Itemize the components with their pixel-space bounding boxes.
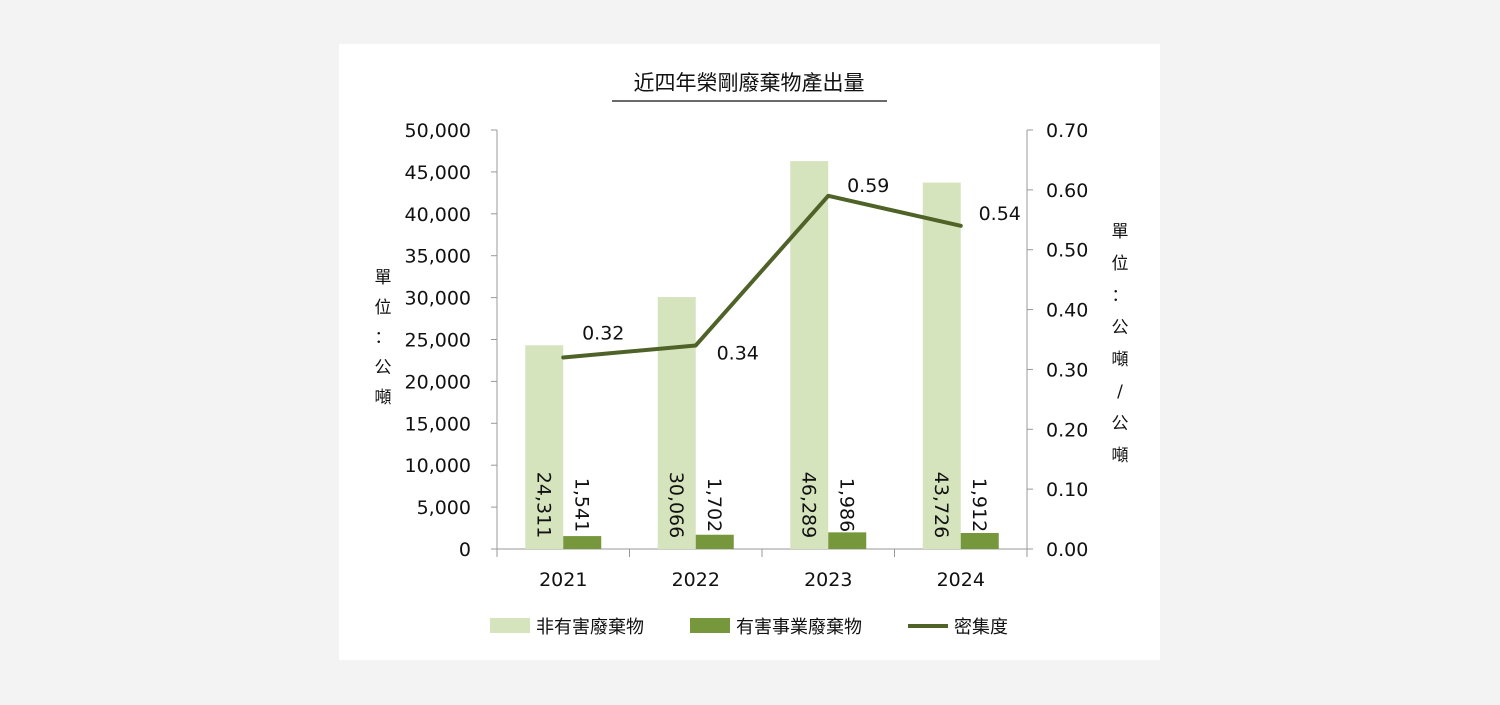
chart-panel [339, 44, 1160, 660]
bar-nonhazardous-value-label: 43,726 [930, 472, 952, 538]
left-axis-tick-label: 35,000 [405, 246, 471, 268]
intensity-point [562, 356, 564, 358]
right-axis-tick-label: 0.30 [1046, 359, 1088, 381]
right-axis-tick-label: 0.60 [1046, 180, 1088, 202]
right-axis: 0.00 0.10 0.20 0.30 0.40 0.50 0.60 0.70 [1026, 120, 1088, 561]
right-axis-title-char: 噸 [1112, 350, 1129, 370]
x-axis-tick-label: 2021 [539, 569, 587, 591]
bar-hazardous [563, 536, 602, 549]
intensity-point [827, 195, 829, 197]
intensity-series-line [561, 193, 963, 360]
left-axis-tick-label: 5,000 [417, 497, 471, 519]
x-axis-tick-label: 2022 [672, 569, 720, 591]
bar-nonhazardous [525, 345, 564, 549]
intensity-value-label: 0.34 [717, 342, 759, 364]
x-axis-tick-label: 2023 [804, 569, 852, 591]
data-labels: 24,311 1,541 30,066 1,702 46,289 1,986 43,726 1… [532, 175, 1021, 538]
right-axis-tick-label: 0.00 [1046, 539, 1088, 561]
left-axis-tick-label: 45,000 [405, 162, 471, 184]
right-axis-title-char: 位 [1112, 254, 1129, 274]
left-axis-tick-label: 20,000 [405, 371, 471, 393]
left-axis-title-char: ： [375, 328, 392, 348]
bar-nonhazardous [657, 297, 696, 549]
right-axis-title-char: 公 [1112, 318, 1129, 338]
x-axis-tick-label: 2024 [937, 569, 985, 591]
right-axis-title-char: ： [1112, 286, 1129, 306]
left-axis: 0 5,000 10,000 15,000 20,000 25,000 30,000 35,0… [405, 120, 498, 561]
bar-nonhazardous-value-label: 30,066 [665, 472, 687, 538]
intensity-point [695, 344, 697, 346]
intensity-value-label: 0.59 [847, 175, 889, 197]
left-axis-title-char: 單 [375, 268, 392, 288]
right-axis-tick-label: 0.70 [1046, 120, 1088, 142]
legend-label-intensity: 密集度 [954, 617, 1008, 638]
left-axis-title-char: 位 [375, 298, 392, 318]
bar-hazardous [828, 532, 867, 549]
intensity-value-label: 0.54 [979, 203, 1021, 225]
chart-title: 近四年榮剛廢棄物產出量 [634, 71, 865, 95]
left-axis-tick-label: 15,000 [405, 413, 471, 435]
left-axis-tick-label: 25,000 [405, 330, 471, 352]
legend-label-hazardous: 有害事業廢棄物 [736, 617, 862, 638]
legend-label-nonhazardous: 非有害廢棄物 [536, 617, 644, 638]
left-axis-tick-label: 0 [459, 539, 471, 561]
left-axis-tick-label: 30,000 [405, 288, 471, 310]
right-axis-title-char: / [1117, 382, 1123, 402]
right-axis-tick-label: 0.40 [1046, 300, 1088, 322]
bar-nonhazardous-value-label: 24,311 [532, 472, 554, 538]
bar-hazardous-value-label: 1,541 [570, 478, 592, 532]
bars [525, 161, 999, 550]
bar-hazardous [695, 534, 734, 549]
right-axis-tick-label: 0.50 [1046, 240, 1088, 262]
right-axis-title-char: 公 [1112, 414, 1129, 434]
legend-swatch-nonhazardous [490, 618, 530, 633]
right-axis-tick-label: 0.20 [1046, 419, 1088, 441]
intensity-line [561, 193, 963, 360]
legend: 非有害廢棄物 有害事業廢棄物 密集度 [490, 617, 1008, 638]
bar-nonhazardous-value-label: 46,289 [797, 472, 819, 538]
left-axis-title-char: 公 [375, 358, 392, 378]
bar-nonhazardous [790, 161, 829, 549]
bar-hazardous-value-label: 1,986 [835, 478, 857, 532]
legend-swatch-hazardous [690, 618, 730, 633]
bar-hazardous [960, 532, 999, 549]
bar-hazardous-value-label: 1,702 [703, 478, 725, 532]
right-axis-tick-label: 0.10 [1046, 479, 1088, 501]
right-axis-title-char: 噸 [1112, 446, 1129, 466]
left-axis-title-char: 噸 [375, 388, 392, 408]
left-axis-tick-label: 50,000 [405, 120, 471, 142]
right-axis-title-char: 單 [1112, 222, 1129, 242]
left-axis-tick-label: 40,000 [405, 204, 471, 226]
left-axis-tick-label: 10,000 [405, 455, 471, 477]
intensity-point [960, 225, 962, 227]
bar-hazardous-value-label: 1,912 [968, 478, 990, 532]
bar-nonhazardous [922, 182, 961, 550]
intensity-value-label: 0.32 [582, 322, 624, 344]
